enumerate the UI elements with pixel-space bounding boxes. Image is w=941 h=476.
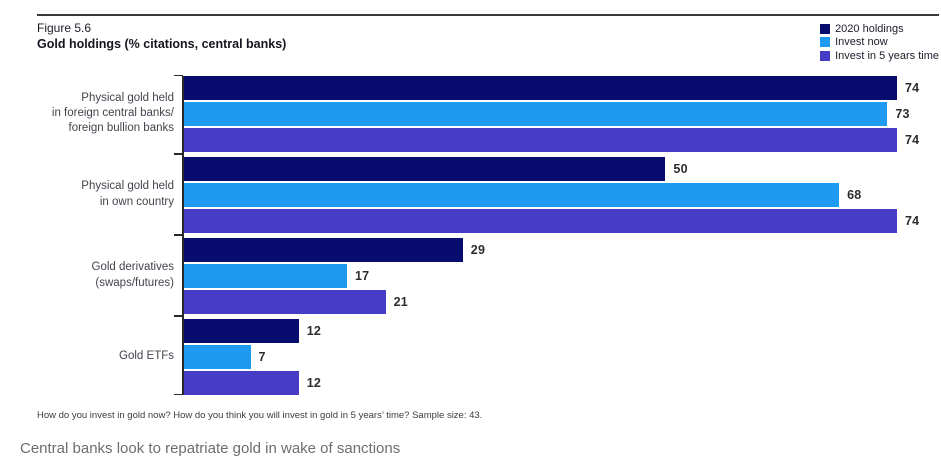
- top-rule: [37, 14, 939, 16]
- category-label: Gold ETFs: [119, 349, 174, 362]
- axis-tick: [174, 74, 183, 77]
- legend-item: Invest in 5 years time: [820, 49, 939, 63]
- bar-group: Gold ETFs 12 7 12: [37, 318, 939, 395]
- figure-title: Gold holdings (% citations, central bank…: [37, 37, 287, 51]
- category-label: Physical gold held in own country: [81, 180, 174, 208]
- legend-item: Invest now: [820, 36, 939, 50]
- category-label: Physical gold held in foreign central ba…: [51, 91, 174, 135]
- axis-tick: [174, 153, 183, 155]
- bar: [183, 318, 299, 343]
- bar-row: 50: [183, 156, 939, 181]
- bar-row: 74: [183, 127, 939, 152]
- bar: [183, 370, 299, 395]
- bar-row: 73: [183, 101, 939, 126]
- bar: [183, 156, 666, 181]
- bar-value-label: 73: [895, 106, 910, 121]
- bar-row: 21: [183, 289, 939, 314]
- footnote: How do you invest in gold now? How do yo…: [37, 409, 483, 421]
- bar-row: 29: [183, 237, 939, 262]
- bar-value-label: 29: [470, 242, 486, 257]
- bar: [183, 237, 463, 262]
- bar-row: 12: [183, 370, 939, 395]
- bar-row: 7: [183, 344, 939, 369]
- bar-value-label: 50: [673, 161, 688, 176]
- figure-label: Figure 5.6: [37, 21, 92, 35]
- legend-label: Invest in 5 years time: [835, 49, 939, 62]
- legend-label: 2020 holdings: [835, 22, 904, 35]
- legend-swatch-icon: [820, 23, 831, 34]
- figure-titles: Figure 5.6 Gold holdings (% citations, c…: [37, 21, 286, 52]
- category-label: Gold derivatives (swaps/futures): [91, 261, 174, 289]
- chart-legend: 2020 holdings Invest now Invest in 5 years…: [820, 22, 939, 63]
- bar-stack: 12 7 12: [183, 318, 939, 395]
- bar-value-label: 17: [355, 268, 370, 283]
- bar-value-label: 12: [306, 323, 322, 338]
- bar-chart: Physical gold held in foreign central ba…: [37, 74, 939, 396]
- bar: [183, 101, 888, 126]
- bar-stack: 74 73 74: [183, 75, 939, 152]
- y-axis-line: [182, 75, 184, 395]
- axis-tick: [174, 393, 183, 396]
- bar-value-label: 74: [905, 132, 920, 147]
- bar: [183, 182, 840, 207]
- bar: [183, 344, 251, 369]
- bar-group: Gold derivatives (swaps/futures) 29 17 21: [37, 237, 939, 314]
- bar-row: 74: [183, 75, 939, 100]
- bar-row: 17: [183, 263, 939, 288]
- bar-stack: 50 68 74: [183, 156, 939, 233]
- bar-group: Physical gold held in own country 50 68 74: [37, 156, 939, 233]
- bar-value-label: 12: [306, 375, 322, 390]
- legend-item: 2020 holdings: [820, 22, 939, 36]
- bar: [183, 127, 897, 152]
- legend-swatch-icon: [820, 37, 831, 48]
- bar: [183, 289, 386, 314]
- bar: [183, 75, 897, 100]
- bar-group: Physical gold held in foreign central ba…: [37, 75, 939, 152]
- axis-tick: [174, 234, 183, 236]
- axis-tick: [174, 315, 183, 317]
- bar-value-label: 68: [847, 187, 862, 202]
- bar-value-label: 74: [905, 213, 920, 228]
- caption: Central banks look to repatriate gold in…: [20, 439, 401, 457]
- bar-value-label: 7: [258, 349, 266, 364]
- bar-row: 68: [183, 182, 939, 207]
- legend-swatch-icon: [820, 50, 831, 61]
- bar: [183, 263, 348, 288]
- bar-value-label: 74: [905, 80, 920, 95]
- bar-row: 12: [183, 318, 939, 343]
- bar-row: 74: [183, 208, 939, 233]
- legend-label: Invest now: [835, 36, 888, 49]
- figure-header: Figure 5.6 Gold holdings (% citations, c…: [37, 21, 939, 63]
- bar: [183, 208, 897, 233]
- bar-stack: 29 17 21: [183, 237, 939, 314]
- bar-value-label: 21: [393, 294, 408, 309]
